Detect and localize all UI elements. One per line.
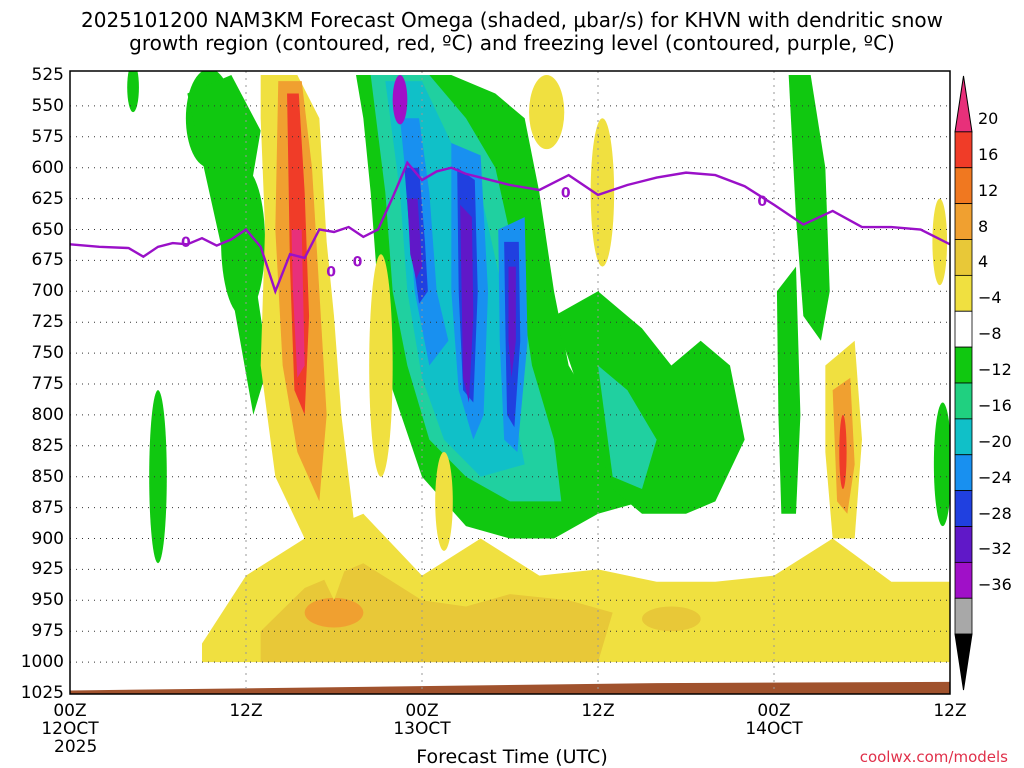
colorbar-label-11: −28 <box>978 503 1012 523</box>
freezing-level-contour: 0 0 0 0 0 <box>70 160 950 295</box>
omega-low-orange-blob <box>304 597 364 628</box>
grid-lines <box>70 71 950 694</box>
omega-green-blob-right <box>933 402 950 527</box>
freezing-level-label-0: 0 <box>181 235 191 251</box>
y-tick-label-800: 800 <box>31 404 64 425</box>
colorbar-segment-4 <box>954 239 973 276</box>
colorbar-segment-10 <box>954 454 973 492</box>
y-tick-label-950: 950 <box>31 590 64 611</box>
y-tick-label-625: 625 <box>31 188 64 209</box>
ground-band <box>70 681 950 694</box>
omega-green-tail <box>554 291 745 514</box>
y-tick-label-750: 750 <box>31 343 64 364</box>
colorbar-segment-7 <box>954 346 973 384</box>
freezing-level-label-2: 0 <box>353 255 363 271</box>
y-tick-label-1000: 1000 <box>20 652 64 673</box>
omega-yellow-blob-low <box>435 451 453 551</box>
colorbar-label-8: −16 <box>978 395 1012 415</box>
y-tick-label-850: 850 <box>31 466 64 487</box>
freezing-level-label-4: 0 <box>757 194 767 210</box>
y-tick-label-925: 925 <box>31 559 64 580</box>
x-tick-label-2-1: 13OCT <box>393 719 451 739</box>
y-tick-label-575: 575 <box>31 126 64 147</box>
omega-yellow-blob-top <box>529 75 565 150</box>
x-tick-label-0-0: 00Z <box>53 701 87 721</box>
omega-second-core-purple <box>460 204 474 403</box>
omega-green-blob-small <box>127 71 139 113</box>
y-tick-label-675: 675 <box>31 250 64 271</box>
omega-late-green-column-2 <box>776 266 801 514</box>
colorbar-segment-2 <box>954 167 973 205</box>
colorbar-label-1: 16 <box>978 144 999 164</box>
colorbar-segment-13 <box>954 561 973 599</box>
y-tick-label-775: 775 <box>31 374 64 394</box>
chart-title-line2: growth region (contoured, red, ºC) and f… <box>129 31 895 55</box>
chart-title-line1: 2025101200 NAM3KM Forecast Omega (shaded… <box>81 8 943 32</box>
x-axis-title: Forecast Time (UTC) <box>416 746 608 768</box>
omega-green-blob-left <box>149 390 167 564</box>
colorbar-label-3: 8 <box>978 216 989 236</box>
colorbar-label-6: −8 <box>978 324 1002 344</box>
y-tick-label-1025: 1025 <box>20 683 64 703</box>
y-tick-label-875: 875 <box>31 497 64 518</box>
omega-top-violet-streak <box>392 75 408 125</box>
colorbar-segment-3 <box>954 203 973 240</box>
omega-late-positive-column-red <box>839 414 847 490</box>
y-tick-label-725: 725 <box>31 312 64 333</box>
y-tick-label-650: 650 <box>31 219 64 240</box>
colorbar-label-2: 12 <box>978 180 999 200</box>
colorbar <box>954 75 973 691</box>
y-tick-label-825: 825 <box>31 435 64 456</box>
colorbar-segment-14 <box>954 597 973 635</box>
x-tick-label-4-1: 14OCT <box>745 719 803 739</box>
colorbar-segment-bottom-arrow <box>954 633 973 691</box>
omega-negative-region-purple <box>407 198 422 279</box>
colorbar-segment-5 <box>954 274 973 312</box>
colorbar-label-12: −32 <box>978 539 1012 559</box>
colorbar-label-0: 20 <box>978 108 999 128</box>
freezing-level-line <box>70 160 950 295</box>
colorbar-label-4: 4 <box>978 252 989 272</box>
colorbar-segment-12 <box>954 526 973 563</box>
omega-low-blob-2 <box>642 606 701 632</box>
colorbar-label-10: −24 <box>978 467 1012 487</box>
x-tick-label-2-0: 00Z <box>405 701 439 721</box>
omega-shading <box>70 71 950 694</box>
y-tick-label-600: 600 <box>31 157 64 178</box>
colorbar-segment-11 <box>954 490 973 527</box>
x-tick-label-0-2: 2025 <box>54 737 98 757</box>
x-tick-label-0-1: 12OCT <box>41 719 99 739</box>
credit-link[interactable]: coolwx.com/models <box>859 748 1008 766</box>
omega-teal-tail <box>598 365 657 490</box>
colorbar-segment-1 <box>954 131 973 169</box>
freezing-level-label-1: 0 <box>326 265 336 281</box>
y-tick-label-550: 550 <box>31 95 64 116</box>
x-tick-label-3-0: 12Z <box>581 701 615 721</box>
y-tick-label-700: 700 <box>31 281 64 302</box>
omega-positive-column-pink <box>291 229 305 378</box>
y-tick-label-975: 975 <box>31 621 64 642</box>
plot-frame <box>69 70 951 695</box>
colorbar-label-13: −36 <box>978 575 1012 595</box>
x-tick-label-5-0: 12Z <box>933 701 967 721</box>
colorbar-label-9: −20 <box>978 431 1012 451</box>
omega-yellow-blob-right <box>932 198 948 286</box>
colorbar-segment-top-arrow <box>954 75 973 133</box>
omega-late-green-column <box>788 75 830 341</box>
omega-green-streak <box>187 75 268 415</box>
x-tick-label-4-0: 00Z <box>757 701 791 721</box>
colorbar-segment-8 <box>954 382 973 420</box>
omega-low-level-band-inner <box>260 563 613 663</box>
omega-yellow-streak <box>369 254 393 477</box>
colorbar-label-7: −12 <box>978 360 1012 379</box>
y-tick-label-525: 525 <box>31 65 64 85</box>
colorbar-segment-9 <box>954 418 973 456</box>
y-tick-label-900: 900 <box>31 528 64 549</box>
colorbar-segment-6 <box>954 310 973 348</box>
freezing-level-label-3: 0 <box>561 185 571 201</box>
colorbar-label-5: −4 <box>978 288 1002 308</box>
x-tick-label-1-0: 12Z <box>229 701 263 721</box>
omega-third-core-purple <box>508 266 516 378</box>
